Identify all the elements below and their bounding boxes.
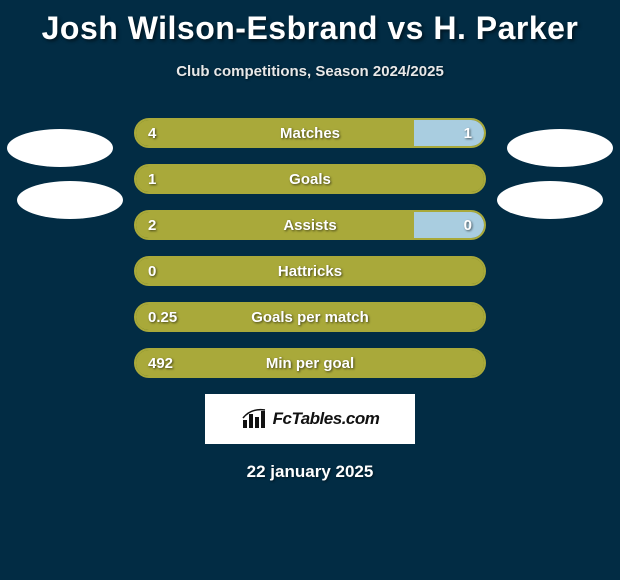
fctables-logo: FcTables.com [205, 394, 415, 444]
subtitle: Club competitions, Season 2024/2025 [0, 63, 620, 80]
stat-row: 0.25Goals per match [134, 302, 486, 332]
player-avatar-left-1 [7, 129, 113, 167]
stat-bars: 41Matches 1Goals 20Assists 0Hattricks 0.25Go… [134, 118, 486, 378]
stat-label: Goals [136, 166, 484, 192]
page-title: Josh Wilson-Esbrand vs H. Parker [0, 0, 620, 47]
bar-chart-icon [241, 408, 269, 430]
stat-row: 41Matches [134, 118, 486, 148]
date-line: 22 january 2025 [0, 462, 620, 482]
stat-row: 492Min per goal [134, 348, 486, 378]
stat-row: 0Hattricks [134, 256, 486, 286]
chart-area: 41Matches 1Goals 20Assists 0Hattricks 0.25Go… [0, 118, 620, 378]
stat-label: Goals per match [136, 304, 484, 330]
stat-label: Matches [136, 120, 484, 146]
stat-label: Assists [136, 212, 484, 238]
player-avatar-right-1 [507, 129, 613, 167]
stat-label: Min per goal [136, 350, 484, 376]
player-avatar-right-2 [497, 181, 603, 219]
player-avatar-left-2 [17, 181, 123, 219]
stat-row: 20Assists [134, 210, 486, 240]
stat-row: 1Goals [134, 164, 486, 194]
logo-text: FcTables.com [273, 409, 380, 429]
stat-label: Hattricks [136, 258, 484, 284]
